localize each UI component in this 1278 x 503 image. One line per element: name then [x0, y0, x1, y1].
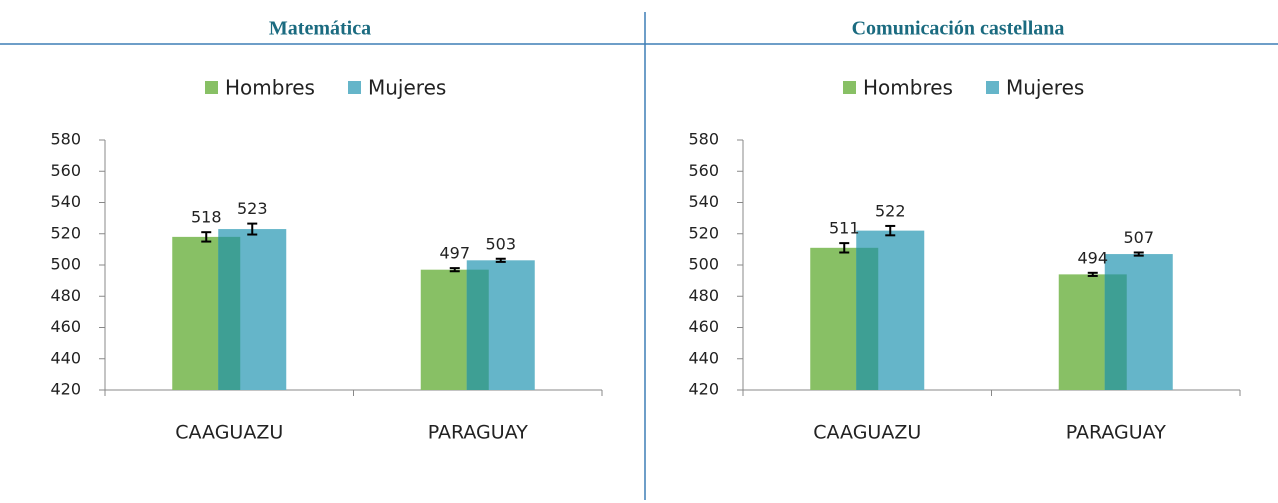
y-tick-label: 440 — [688, 348, 719, 367]
y-tick-label: 480 — [50, 286, 81, 305]
x-tick-label: CAAGUAZU — [813, 422, 921, 444]
data-label: 518 — [191, 208, 222, 227]
data-label: 503 — [485, 234, 516, 253]
bar-overlap — [466, 269, 489, 390]
bar-overlap — [218, 236, 241, 390]
x-tick-label: CAAGUAZU — [175, 422, 283, 444]
legend-label: Hombres — [863, 76, 953, 100]
y-tick-label: 580 — [50, 130, 81, 149]
y-tick-label: 580 — [688, 130, 719, 149]
y-tick-label: 460 — [688, 317, 719, 336]
data-label: 507 — [1123, 228, 1154, 247]
y-tick-label: 500 — [50, 255, 81, 274]
y-tick-label: 420 — [688, 380, 719, 399]
legend-swatch — [205, 81, 218, 94]
y-tick-label: 500 — [688, 255, 719, 274]
legend-label: Mujeres — [1006, 76, 1084, 100]
data-label: 511 — [829, 219, 860, 238]
y-tick-label: 560 — [50, 161, 81, 180]
y-tick-label: 420 — [50, 380, 81, 399]
data-label: 497 — [439, 244, 470, 263]
legend-swatch — [986, 81, 999, 94]
y-tick-label: 520 — [50, 223, 81, 242]
bar-overlap — [1104, 274, 1127, 390]
legend-swatch — [843, 81, 856, 94]
y-tick-label: 440 — [50, 348, 81, 367]
chart-title: Matemática — [269, 18, 371, 40]
y-tick-label: 540 — [50, 192, 81, 211]
chart-title: Comunicación castellana — [852, 18, 1065, 40]
x-tick-label: PARAGUAY — [428, 422, 528, 444]
y-tick-label: 540 — [688, 192, 719, 211]
data-label: 523 — [237, 199, 268, 218]
y-tick-label: 520 — [688, 223, 719, 242]
data-label: 494 — [1077, 248, 1108, 267]
legend-swatch — [348, 81, 361, 94]
legend-label: Hombres — [225, 76, 315, 100]
data-label: 522 — [875, 201, 906, 220]
y-tick-label: 460 — [50, 317, 81, 336]
legend-label: Mujeres — [368, 76, 446, 100]
bar-overlap — [856, 247, 879, 390]
y-tick-label: 560 — [688, 161, 719, 180]
y-tick-label: 480 — [688, 286, 719, 305]
x-tick-label: PARAGUAY — [1066, 422, 1166, 444]
